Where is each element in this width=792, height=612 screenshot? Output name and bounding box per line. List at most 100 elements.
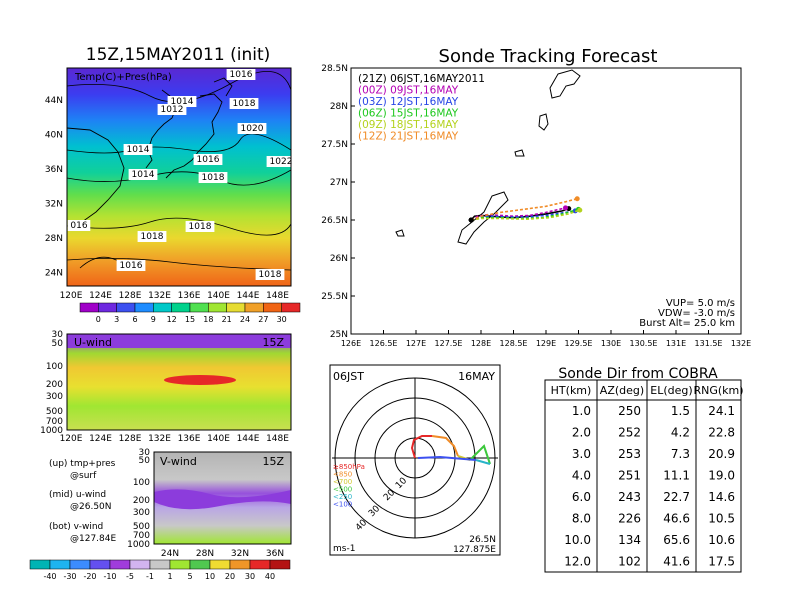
lon-tick-label: 136E xyxy=(178,434,201,444)
track-title: Sonde Tracking Forecast xyxy=(439,46,658,67)
uwind-frame xyxy=(66,333,292,431)
lon-tick-label: 130.5E xyxy=(630,339,658,348)
polar-legend-item: <700 xyxy=(333,478,352,486)
table-cell: 250 xyxy=(618,404,641,418)
colorbar-tick-label: 3 xyxy=(114,315,119,324)
lon-tick-label: 132E xyxy=(731,339,751,348)
table-cell: 12.0 xyxy=(564,555,591,569)
track-legend-item: (03Z) 12JST,16MAY xyxy=(358,96,459,108)
track-start-point xyxy=(468,217,474,223)
table-cell: 102 xyxy=(618,555,641,569)
isobar-label: 1014 xyxy=(132,170,155,180)
panel-note: @127.84E xyxy=(70,534,116,544)
colorbar-tick-label: -10 xyxy=(103,572,116,581)
lon-tick-label: 136E xyxy=(178,291,201,301)
isobar-label-bg xyxy=(123,144,153,155)
lon-tick-label: 124E xyxy=(89,434,112,444)
track-series-line xyxy=(470,197,578,221)
temp-map-label: Temp(C)+Pres(hPa) xyxy=(74,72,172,83)
track-param: Burst Alt= 25.0 km xyxy=(639,318,735,329)
polar-legend-item: ≥850hPa xyxy=(333,463,365,471)
isobar-label-bg xyxy=(266,156,296,167)
track-legend-item: (06Z) 15JST,16MAY xyxy=(358,108,459,120)
vwind-time: 15Z xyxy=(262,455,284,468)
lon-tick-label: 129E xyxy=(536,339,556,348)
wind-colorbar: -40 -30 -20 -10 -5 -1 1 5 10 20 30 40 xyxy=(29,559,291,581)
lon-tick-label: 129.5E xyxy=(565,339,593,348)
track-legend-item: (12Z) 21JST,16MAY xyxy=(358,131,459,143)
table-cell: 253 xyxy=(618,447,641,461)
lon-tick-label: 128E xyxy=(119,434,142,444)
colorbar-tick-label: 6 xyxy=(132,315,137,324)
isobar-label-bg xyxy=(229,98,259,109)
table-cell: 4.0 xyxy=(572,469,591,483)
colorbar-tick-label: 10 xyxy=(205,572,215,581)
colorbar-swatch xyxy=(98,302,117,313)
lon-tick-label: 124E xyxy=(89,291,112,301)
track-endpoint xyxy=(577,207,583,213)
table-cell: 1.0 xyxy=(572,404,591,418)
table-cell: 46.6 xyxy=(663,512,690,526)
temp-colorbar: 0 3 6 9 12 15 18 21 24 27 30 xyxy=(79,302,301,324)
colorbar-tick-label: 30 xyxy=(277,315,287,324)
track-endpoint xyxy=(574,196,580,202)
table-cell: 20.9 xyxy=(708,447,735,461)
polar-time: 06JST xyxy=(333,370,364,383)
isobar-label-bg xyxy=(128,169,158,180)
left-title: 15Z,15MAY2011 (init) xyxy=(86,45,271,65)
colorbar-swatch xyxy=(209,559,231,570)
lat-tick-label: 25N xyxy=(330,330,348,340)
isobar-label: 016 xyxy=(70,221,87,231)
colorbar-tick-label: 27 xyxy=(258,315,268,324)
track-legend-item: (21Z) 06JST,16MAY2011 xyxy=(358,73,485,85)
track-legend-item: (09Z) 18JST,16MAY xyxy=(358,119,459,131)
pressure-tick-label: 200 xyxy=(133,496,150,506)
colorbar-swatch xyxy=(208,302,227,313)
vwind-band xyxy=(154,489,291,510)
track-plot-frame xyxy=(350,67,742,335)
colorbar-tick-label: 40 xyxy=(265,572,275,581)
vwind-label: V-wind xyxy=(160,455,197,468)
table-header-cell: EL(deg) xyxy=(650,384,692,397)
colorbar-swatch xyxy=(244,302,264,313)
table-cell: 10.5 xyxy=(708,512,735,526)
colorbar-tick-label: 1 xyxy=(167,572,172,581)
isobar-label-bg xyxy=(185,221,215,232)
vwind-frame xyxy=(153,451,292,545)
colorbar-swatch xyxy=(281,302,301,313)
lon-tick-label: 128.5E xyxy=(500,339,528,348)
isobar-label: 1014 xyxy=(171,97,194,107)
lon-tick-label: 128E xyxy=(119,291,142,301)
pressure-tick-label: 700 xyxy=(46,417,63,427)
colorbar-swatch xyxy=(269,559,291,570)
colorbar-swatch xyxy=(49,559,71,570)
isobar-label-bg xyxy=(226,69,256,80)
track-series-line xyxy=(471,208,579,221)
colorbar-swatch xyxy=(69,559,91,570)
pressure-tick-label: 300 xyxy=(46,392,63,402)
table-cell: 8.0 xyxy=(572,512,591,526)
panel-note: (up) tmp+pres xyxy=(49,459,116,469)
colorbar-swatch xyxy=(29,559,51,570)
polar-lon: 127.875E xyxy=(453,545,496,555)
table-cell: 65.6 xyxy=(663,533,690,547)
table-cell: 251 xyxy=(618,469,641,483)
table-cell: 252 xyxy=(618,426,641,440)
isobar-label-bg xyxy=(157,104,187,115)
lat-tick-label: 28N xyxy=(330,102,348,112)
lat-tick-label: 28.5N xyxy=(321,64,348,74)
polar-legend-item: <250 xyxy=(333,493,352,501)
track-legend: (21Z) 06JST,16MAY2011(00Z) 09JST,16MAY(0… xyxy=(358,73,485,143)
table-cell: 22.7 xyxy=(663,490,690,504)
table-cell: 1.5 xyxy=(671,404,690,418)
lon-tick-label: 126E xyxy=(341,339,361,348)
panel-note: (bot) v-wind xyxy=(49,522,103,532)
track-endpoint xyxy=(563,205,568,211)
uwind-lon-axis: 120E 124E 128E 132E 136E 140E 144E 148E xyxy=(60,434,290,444)
temp-map-lat-axis: 44N 40N 36N 32N 28N 24N xyxy=(45,96,63,279)
pressure-tick-label: 50 xyxy=(52,339,64,349)
pressure-tick-label: 500 xyxy=(133,522,150,532)
